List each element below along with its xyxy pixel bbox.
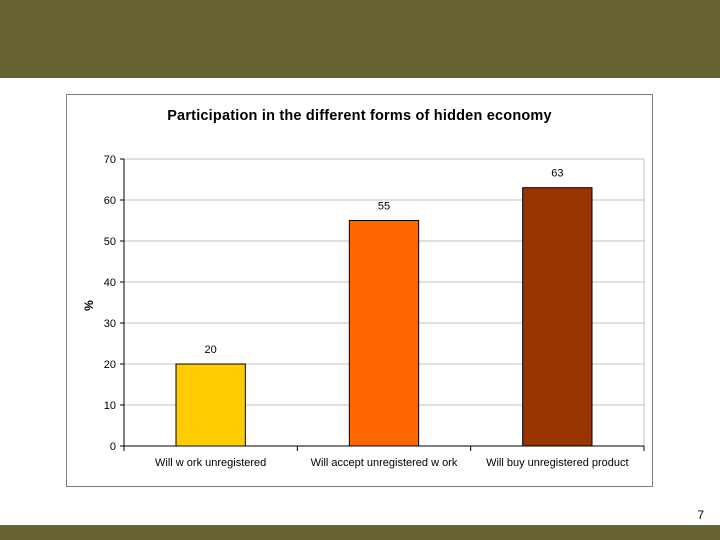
bar: [175, 363, 246, 447]
bar-chart: 0 10 20 30 40 50 60 70 20 Will w ork unregistered…: [82, 154, 645, 469]
y-tick-label: 40: [104, 277, 116, 289]
footer-band: [0, 525, 720, 540]
data-label: 63: [551, 168, 563, 180]
data-label: 20: [205, 344, 217, 356]
header-band: [0, 0, 720, 78]
chart-frame: Participation in the different forms of …: [66, 94, 653, 487]
y-tick-label: 0: [110, 441, 116, 453]
y-tick-label: 20: [104, 359, 116, 371]
y-axis-title: %: [82, 300, 96, 311]
bar: [348, 220, 420, 447]
y-tick-label: 50: [104, 236, 116, 248]
chart-title: Participation in the different forms of …: [167, 108, 552, 124]
data-label: 55: [378, 201, 390, 213]
slide-number: 7: [697, 508, 704, 522]
y-tick-label: 30: [104, 318, 116, 330]
y-tick-label: 70: [104, 154, 116, 166]
y-tick-label: 60: [104, 195, 116, 207]
x-category-label: Will accept unregistered w ork: [311, 457, 458, 469]
bar: [522, 187, 593, 447]
y-tick-label: 10: [104, 400, 116, 412]
x-category-label: Will buy unregistered product: [486, 457, 628, 469]
x-category-label: Will w ork unregistered: [155, 457, 266, 469]
